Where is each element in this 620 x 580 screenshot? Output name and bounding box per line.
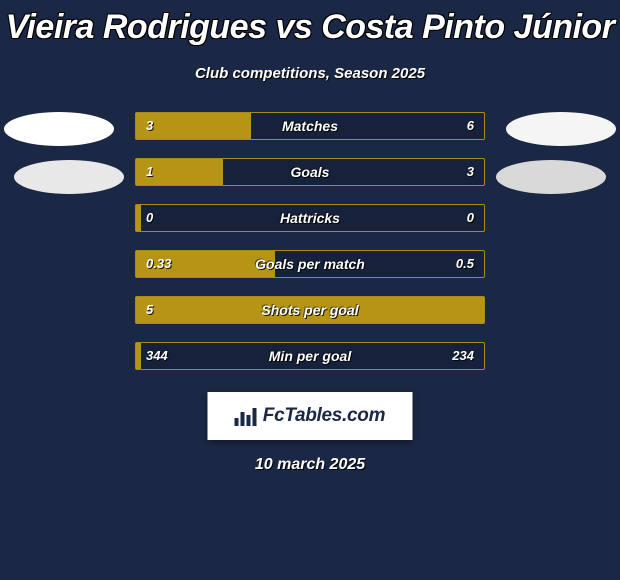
bar-label: Shots per goal (136, 297, 484, 323)
bar-row: 5 Shots per goal (135, 296, 485, 324)
bar-label: Hattricks (136, 205, 484, 231)
bar-value-right: 234 (452, 343, 474, 369)
logo-text: FcTables.com (263, 405, 385, 427)
bar-row: 0.33 Goals per match 0.5 (135, 250, 485, 278)
page-title: Vieira Rodrigues vs Costa Pinto Júnior (0, 0, 620, 47)
bar-row: 0 Hattricks 0 (135, 204, 485, 232)
subtitle: Club competitions, Season 2025 (0, 65, 620, 82)
player1-avatar-2 (14, 160, 124, 194)
bar-value-right: 0.5 (456, 251, 474, 277)
bar-row: 3 Matches 6 (135, 112, 485, 140)
bar-row: 1 Goals 3 (135, 158, 485, 186)
bar-label: Goals per match (136, 251, 484, 277)
chart-icon (235, 406, 257, 426)
bar-value-right: 3 (467, 159, 474, 185)
date-label: 10 march 2025 (0, 456, 620, 474)
bar-label: Matches (136, 113, 484, 139)
bar-value-right: 0 (467, 205, 474, 231)
bar-value-right: 6 (467, 113, 474, 139)
player1-avatar-1 (4, 112, 114, 146)
player2-avatar-2 (496, 160, 606, 194)
bar-label: Goals (136, 159, 484, 185)
logo-box: FcTables.com (208, 392, 413, 440)
bar-label: Min per goal (136, 343, 484, 369)
bars-container: 3 Matches 6 1 Goals 3 0 Hattricks 0 0.33… (135, 112, 485, 388)
bar-row: 344 Min per goal 234 (135, 342, 485, 370)
player2-avatar-1 (506, 112, 616, 146)
